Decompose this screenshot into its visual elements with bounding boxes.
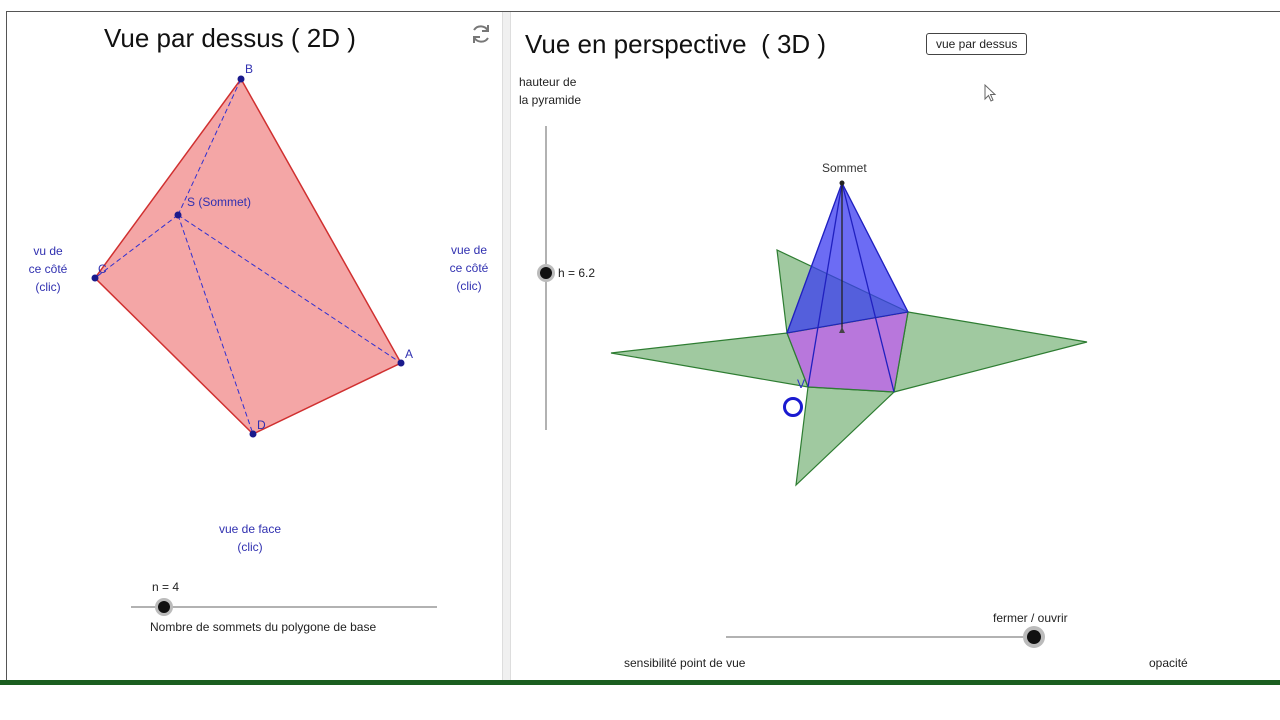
label-c: C	[98, 262, 107, 276]
view-right-line-3: (clic)	[456, 279, 482, 293]
net-face-left	[610, 332, 809, 388]
net-face-bottom	[795, 386, 896, 487]
viewpoint-marker	[783, 397, 803, 417]
view-top-button[interactable]: vue par dessus	[926, 33, 1028, 55]
point-b	[237, 75, 245, 83]
panel-divider[interactable]	[502, 12, 511, 680]
v-label: V	[797, 377, 806, 391]
sensibilite-label: sensibilité point de vue	[624, 656, 746, 670]
view-right-line-1: vue de	[450, 243, 488, 257]
app-frame	[6, 11, 1280, 681]
height-value-label: h = 6.2	[558, 266, 596, 280]
point-a	[397, 359, 405, 367]
height-label-line-1: hauteur de	[519, 75, 577, 89]
view-left-side-link[interactable]: vu de ce côté (clic)	[21, 242, 75, 296]
view-front-line-2: (clic)	[237, 540, 263, 554]
base-polygon	[94, 77, 403, 435]
net-face-right	[893, 311, 1088, 393]
view-front-link[interactable]: vue de face (clic)	[210, 520, 290, 556]
panel-3d-title: Vue en perspective ( 3D )	[525, 29, 827, 59]
label-a: A	[405, 347, 414, 361]
perspective-drawing[interactable]	[511, 12, 1280, 672]
panel-3d: Vue en perspective ( 3D ) vue par dessus…	[511, 12, 1280, 701]
label-b: B	[245, 62, 254, 76]
n-slider[interactable]	[129, 595, 449, 619]
bottom-margin	[0, 685, 1280, 720]
n-value-label: n = 4	[152, 580, 180, 594]
label-s: S (Sommet)	[187, 195, 252, 209]
edge-s-d	[177, 214, 254, 435]
top-view-drawing[interactable]	[7, 12, 502, 672]
height-label: hauteur de la pyramide	[519, 73, 581, 109]
panel-2d-title: Vue par dessus ( 2D )	[104, 23, 356, 53]
view-left-line-1: vu de	[33, 244, 63, 258]
n-slider-caption: Nombre de sommets du polygone de base	[150, 620, 377, 634]
view-front-line-1: vue de face	[218, 522, 282, 536]
opacite-label: opacité	[1149, 656, 1188, 670]
cursor-icon	[984, 83, 997, 102]
edge-s-a	[177, 214, 402, 364]
fermer-ouvrir-label: fermer / ouvrir	[993, 611, 1068, 625]
view-right-side-link[interactable]: vue de ce côté (clic)	[442, 241, 496, 295]
label-d: D	[257, 418, 266, 432]
point-s	[174, 211, 182, 219]
refresh-icon[interactable]	[469, 22, 493, 46]
view-left-line-3: (clic)	[35, 280, 61, 294]
point-c	[91, 274, 99, 282]
edge-s-c	[94, 214, 179, 279]
height-label-line-2: la pyramide	[519, 93, 582, 107]
panel-2d: Vue par dessus ( 2D ) B A D C S (Sommet)…	[7, 12, 502, 680]
edge-s-b	[177, 78, 242, 216]
height-slider[interactable]	[531, 124, 561, 434]
point-d	[249, 430, 257, 438]
apex-label: Sommet	[822, 161, 867, 175]
bottom-status-bar	[0, 680, 1280, 685]
view-left-line-2: ce côté	[28, 262, 68, 276]
view-right-line-2: ce côté	[449, 261, 489, 275]
fermer-ouvrir-slider[interactable]	[724, 625, 1064, 651]
